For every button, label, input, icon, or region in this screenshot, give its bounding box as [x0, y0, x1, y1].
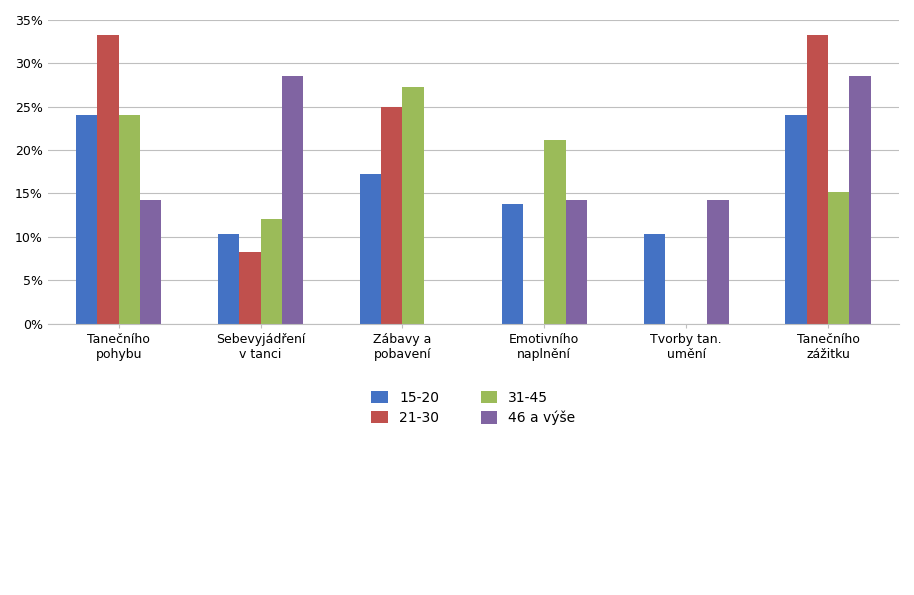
Bar: [545, 140, 566, 324]
Bar: [402, 87, 424, 324]
Bar: [260, 218, 282, 324]
Bar: [119, 115, 140, 324]
Bar: [282, 76, 303, 324]
Bar: [707, 199, 728, 324]
Bar: [828, 192, 849, 324]
Bar: [849, 76, 871, 324]
Bar: [98, 35, 119, 324]
Bar: [76, 115, 98, 324]
Bar: [140, 199, 161, 324]
Bar: [218, 234, 239, 324]
Bar: [502, 204, 523, 324]
Bar: [566, 199, 587, 324]
Legend: 15-20, 21-30, 31-45, 46 a výše: 15-20, 21-30, 31-45, 46 a výše: [365, 384, 582, 432]
Bar: [381, 107, 402, 324]
Bar: [643, 234, 664, 324]
Bar: [360, 174, 381, 324]
Bar: [807, 35, 828, 324]
Bar: [785, 115, 807, 324]
Bar: [239, 252, 260, 324]
